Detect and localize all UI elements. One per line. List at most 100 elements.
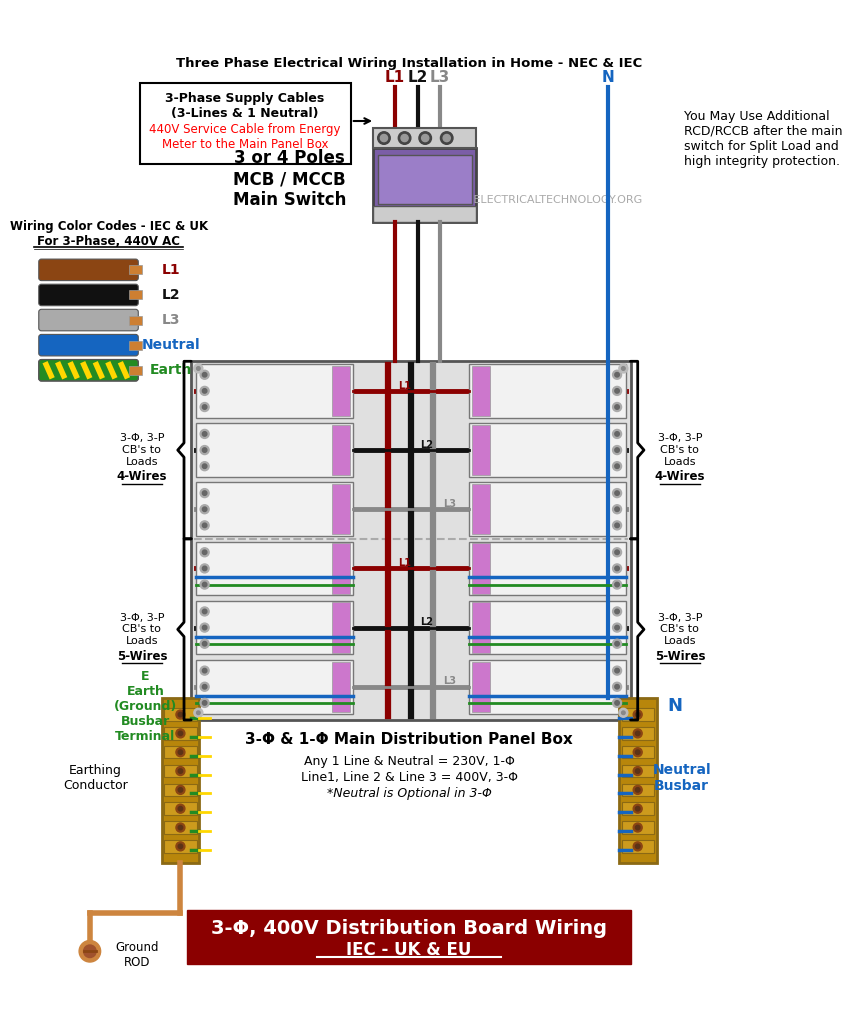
Circle shape [615,669,620,673]
Circle shape [635,750,640,755]
Bar [164,821,197,834]
Circle shape [615,626,620,630]
Text: *Neutral is Optional in 3-Φ: *Neutral is Optional in 3-Φ [327,787,491,800]
Circle shape [193,709,203,717]
Bar [196,542,353,595]
Text: L1: L1 [398,558,411,568]
Bar [332,602,350,652]
Circle shape [633,785,642,795]
Bar [469,659,626,714]
Circle shape [200,667,209,675]
Circle shape [615,566,620,570]
Text: L2: L2 [420,439,433,450]
Bar [187,910,631,964]
Text: L1: L1 [398,381,411,390]
Circle shape [200,402,209,412]
Circle shape [615,447,620,453]
Bar [129,291,142,299]
Bar [332,662,350,712]
Circle shape [178,713,182,717]
Circle shape [178,731,182,735]
Circle shape [200,548,209,557]
Circle shape [202,373,207,377]
Text: Neutral: Neutral [141,338,199,352]
Circle shape [615,550,620,555]
Bar [469,423,626,477]
Circle shape [633,729,642,738]
FancyBboxPatch shape [39,309,139,331]
Bar [621,745,654,759]
Text: 3-Phase Supply Cables
(3-Lines & 1 Neutral): 3-Phase Supply Cables (3-Lines & 1 Neutr… [165,92,324,120]
Circle shape [615,490,620,496]
Circle shape [613,682,621,691]
Bar [621,765,654,777]
Bar [332,544,350,594]
Circle shape [621,711,625,715]
Bar [469,364,626,418]
Circle shape [202,432,207,436]
Circle shape [202,626,207,630]
Circle shape [176,767,185,775]
Circle shape [202,523,207,527]
Bar [129,366,142,375]
Circle shape [178,807,182,811]
Circle shape [613,462,621,471]
Text: L3: L3 [443,499,456,509]
Text: 3 or 4 Poles
MCB / MCCB
Main Switch: 3 or 4 Poles MCB / MCCB Main Switch [233,150,347,209]
Circle shape [613,607,621,616]
Circle shape [613,667,621,675]
Bar [332,425,350,475]
Circle shape [398,132,411,144]
Bar [621,727,654,739]
Circle shape [200,429,209,438]
Bar [472,425,490,475]
Circle shape [200,639,209,648]
Circle shape [613,521,621,529]
FancyBboxPatch shape [39,359,139,381]
Circle shape [613,402,621,412]
Circle shape [176,785,185,795]
Circle shape [619,709,627,717]
Circle shape [422,134,429,141]
Circle shape [613,580,621,589]
Bar [621,821,654,834]
Circle shape [176,729,185,738]
Circle shape [202,669,207,673]
Bar [196,423,353,477]
Text: 3-Φ, 3-P
CB's to
Loads: 3-Φ, 3-P CB's to Loads [120,612,164,646]
Circle shape [635,769,640,773]
Text: 3-Φ, 400V Distribution Board Wiring: 3-Φ, 400V Distribution Board Wiring [211,920,607,938]
Bar [469,542,626,595]
Circle shape [176,710,185,719]
Bar [164,709,197,721]
Text: 440V Service Cable from Energy
Meter to the Main Panel Box: 440V Service Cable from Energy Meter to … [149,123,341,152]
Circle shape [615,583,620,587]
Bar [621,709,654,721]
Circle shape [613,445,621,455]
Text: Earthing
Conductor: Earthing Conductor [62,764,128,793]
Text: You May Use Additional
RCD/RCCB after the main
switch for Split Load and
high in: You May Use Additional RCD/RCCB after th… [684,110,843,168]
Text: IEC - UK & EU: IEC - UK & EU [347,941,472,959]
Circle shape [178,787,182,793]
Circle shape [178,844,182,849]
Bar [164,783,197,796]
Text: 3-Φ & 1-Φ Main Distribution Panel Box: 3-Φ & 1-Φ Main Distribution Panel Box [245,732,573,748]
Bar [196,364,353,418]
Circle shape [635,807,640,811]
Circle shape [202,566,207,570]
Bar [164,840,197,853]
Text: 5-Wires: 5-Wires [655,650,705,663]
Text: L1: L1 [384,71,405,85]
Bar [619,697,657,863]
Circle shape [615,373,620,377]
Circle shape [443,134,450,141]
Circle shape [635,731,640,735]
Bar [164,727,197,739]
Circle shape [200,505,209,514]
Circle shape [613,639,621,648]
Circle shape [200,488,209,498]
Text: L1: L1 [161,263,180,276]
Circle shape [202,583,207,587]
Bar [140,83,351,164]
Circle shape [202,447,207,453]
